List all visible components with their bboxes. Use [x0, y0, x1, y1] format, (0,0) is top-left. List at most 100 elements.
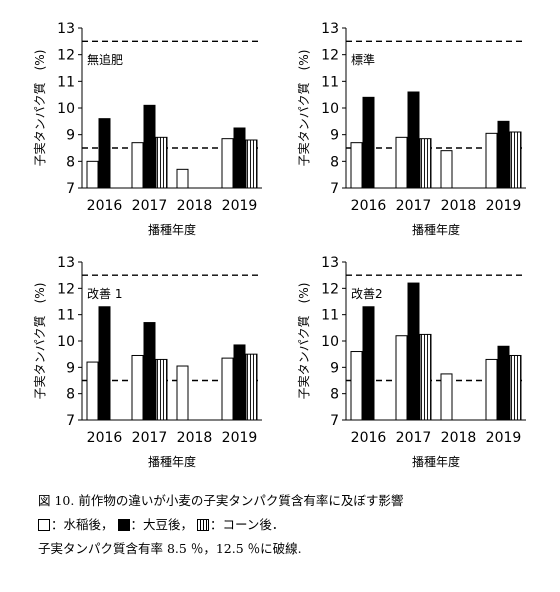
y-axis-label: 子実タンパク質 (%) — [296, 50, 311, 167]
x-tick-label: 2017 — [132, 198, 168, 214]
legend-label-soy: ：大豆後， — [130, 517, 194, 532]
y-tick-label: 11 — [57, 308, 75, 324]
panel-label: 無追肥 — [87, 52, 123, 67]
bar-water — [131, 142, 144, 189]
bar-corn — [419, 138, 432, 189]
bar-soy — [233, 344, 246, 421]
y-tick-label: 12 — [321, 281, 339, 297]
bar-water — [485, 358, 498, 421]
y-tick-label: 8 — [330, 154, 339, 170]
y-tick-label: 10 — [57, 101, 75, 117]
x-tick-label: 2019 — [486, 198, 522, 214]
bar-water — [485, 132, 498, 189]
bar-water — [86, 160, 99, 189]
x-tick-label: 2016 — [351, 430, 387, 446]
y-axis-label: 子実タンパク質 (%) — [32, 283, 47, 400]
bar-corn — [155, 136, 168, 189]
caption-legend: ：水稲後， ：大豆後， ：コーン後． — [38, 514, 284, 533]
x-tick-label: 2017 — [132, 430, 168, 446]
bar-soy — [497, 345, 510, 421]
x-axis-label: 播種年度 — [148, 454, 196, 469]
y-tick-label: 13 — [57, 255, 75, 271]
bar-water — [221, 138, 234, 189]
x-tick-label: 2018 — [441, 430, 477, 446]
x-tick-label: 2019 — [222, 198, 258, 214]
bar-corn — [155, 358, 168, 421]
y-tick-label: 8 — [66, 387, 75, 403]
bar-soy — [362, 96, 375, 189]
bar-water — [395, 335, 408, 421]
bar-corn — [509, 131, 522, 189]
legend-label-corn: ：コーン後． — [210, 517, 285, 532]
x-axis-label: 播種年度 — [412, 454, 460, 469]
bar-water — [350, 351, 363, 421]
bar-water — [395, 136, 408, 189]
y-tick-label: 13 — [321, 255, 339, 271]
bar-water — [176, 168, 189, 189]
bar-soy — [98, 118, 111, 189]
y-tick-label: 8 — [66, 154, 75, 170]
y-tick-label: 12 — [57, 48, 75, 64]
y-tick-label: 13 — [321, 21, 339, 37]
bar-corn — [245, 139, 258, 189]
y-axis-label: 子実タンパク質 (%) — [32, 50, 47, 167]
y-axis-label: 子実タンパク質 (%) — [296, 283, 311, 400]
bar-water — [131, 354, 144, 421]
x-tick-label: 2016 — [87, 430, 123, 446]
x-tick-label: 2016 — [351, 198, 387, 214]
x-tick-label: 2018 — [441, 198, 477, 214]
x-tick-label: 2016 — [87, 198, 123, 214]
x-tick-label: 2017 — [396, 198, 432, 214]
y-tick-label: 11 — [321, 74, 339, 90]
panel-label: 改善2 — [351, 286, 383, 301]
y-tick-label: 13 — [57, 21, 75, 37]
y-tick-label: 11 — [321, 308, 339, 324]
x-axis-label: 播種年度 — [412, 222, 460, 237]
x-tick-label: 2019 — [222, 430, 258, 446]
bar-water — [440, 373, 453, 421]
bar-corn — [509, 354, 522, 421]
y-tick-label: 10 — [57, 334, 75, 350]
x-tick-label: 2018 — [177, 430, 213, 446]
bar-corn — [419, 333, 432, 421]
legend-label-water: ：水稲後， — [51, 517, 114, 532]
bar-soy — [407, 91, 420, 189]
legend-swatch-soy — [117, 519, 130, 531]
y-tick-label: 10 — [321, 334, 339, 350]
bar-soy — [143, 104, 156, 189]
caption-note: 子実タンパク質含有率 8.5 ％，12.5 ％に破線. — [38, 541, 302, 556]
bar-soy — [407, 282, 420, 421]
y-tick-label: 9 — [66, 128, 75, 144]
y-tick-label: 10 — [321, 101, 339, 117]
bar-corn — [245, 353, 258, 421]
bar-water — [86, 361, 99, 421]
bar-water — [350, 142, 363, 189]
bar-soy — [143, 322, 156, 421]
bar-soy — [98, 306, 111, 421]
x-tick-label: 2018 — [177, 198, 213, 214]
figure-caption-title: 図 10. 前作物の違いが小麦の子実タンパク質含有率に及ぼす影響 — [38, 493, 404, 508]
bar-water — [440, 150, 453, 189]
x-tick-label: 2017 — [396, 430, 432, 446]
y-tick-label: 12 — [321, 48, 339, 64]
y-tick-label: 7 — [330, 181, 339, 197]
bar-water — [176, 365, 189, 421]
y-tick-label: 12 — [57, 281, 75, 297]
y-tick-label: 11 — [57, 74, 75, 90]
y-tick-label: 9 — [66, 360, 75, 376]
x-axis-label: 播種年度 — [148, 222, 196, 237]
panel-label: 標準 — [351, 52, 375, 67]
bar-soy — [497, 120, 510, 189]
bar-water — [221, 357, 234, 421]
bar-soy — [362, 306, 375, 421]
y-tick-label: 7 — [330, 413, 339, 429]
y-tick-label: 9 — [330, 128, 339, 144]
y-tick-label: 9 — [330, 360, 339, 376]
y-tick-label: 7 — [66, 181, 75, 197]
x-tick-label: 2019 — [486, 430, 522, 446]
bar-soy — [233, 127, 246, 189]
panel-label: 改善 1 — [87, 286, 122, 301]
y-tick-label: 8 — [330, 387, 339, 403]
legend-swatch-corn — [197, 519, 209, 531]
